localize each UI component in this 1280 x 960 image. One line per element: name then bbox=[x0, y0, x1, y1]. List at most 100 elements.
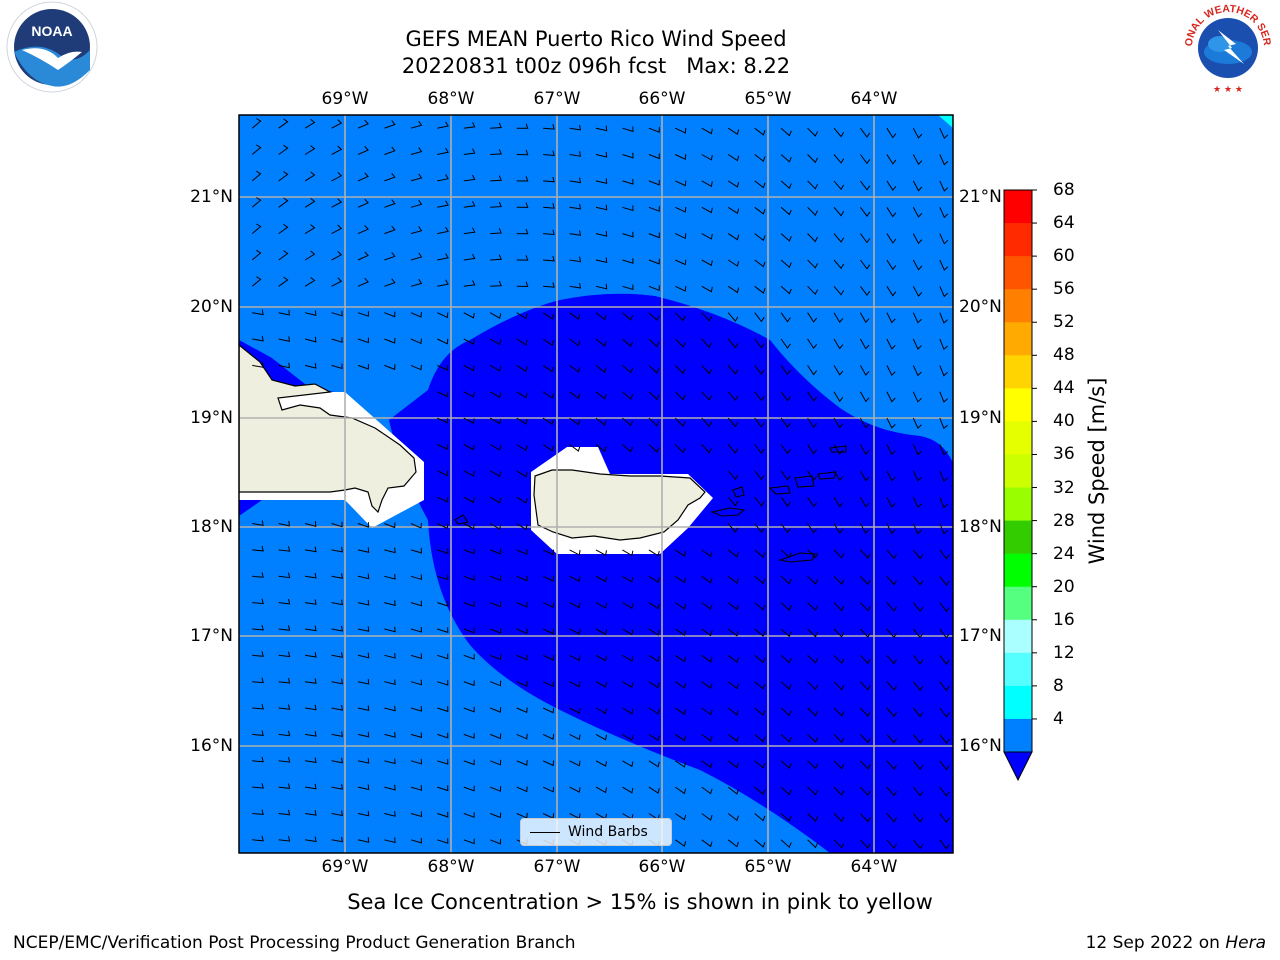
wind-barb bbox=[833, 127, 845, 138]
wind-barb bbox=[701, 786, 713, 795]
wind-barb bbox=[807, 365, 818, 376]
legend-line-icon bbox=[530, 831, 560, 833]
wind-barb bbox=[860, 549, 871, 559]
lat-tick-right-4: 18°N bbox=[959, 517, 1002, 537]
colorbar-swatch bbox=[1004, 322, 1032, 356]
wind-barb bbox=[886, 417, 896, 429]
wind-barb bbox=[516, 417, 528, 425]
wind-barb bbox=[437, 147, 449, 155]
wind-barb bbox=[490, 680, 502, 687]
wind-barb bbox=[860, 127, 871, 138]
wind-barb bbox=[675, 602, 687, 610]
wind-barb bbox=[384, 146, 396, 155]
wind-barb bbox=[912, 286, 923, 297]
colorbar-tick-label: 12 bbox=[1053, 642, 1075, 663]
wind-barb bbox=[437, 174, 449, 182]
wind-barb bbox=[939, 338, 949, 351]
wind-barb bbox=[569, 312, 581, 321]
wind-barb bbox=[463, 601, 475, 608]
wind-barb bbox=[489, 417, 502, 425]
wind-barb bbox=[939, 259, 949, 271]
wind-barb bbox=[860, 786, 871, 797]
wind-barb bbox=[357, 522, 369, 528]
wind-barb bbox=[542, 444, 554, 452]
wind-barb bbox=[886, 786, 898, 797]
wind-barb bbox=[278, 572, 291, 579]
wind-barb bbox=[780, 417, 791, 428]
lon-tick-bottom-3: 67°W bbox=[533, 857, 581, 877]
wind-barb bbox=[278, 118, 289, 129]
wind-barb bbox=[463, 627, 475, 634]
wind-barb bbox=[490, 254, 502, 261]
wind-barb bbox=[384, 600, 396, 606]
wind-barb bbox=[833, 523, 844, 534]
wind-barb bbox=[754, 285, 766, 294]
gridlines bbox=[239, 115, 953, 853]
wind-barb bbox=[331, 625, 344, 632]
wind-barb bbox=[622, 760, 634, 768]
wind-barb bbox=[648, 417, 660, 427]
wind-barb bbox=[252, 520, 264, 527]
wind-barb bbox=[939, 417, 949, 430]
lat-tick-left-1: 21°N bbox=[190, 187, 233, 207]
wind-barb bbox=[357, 225, 369, 235]
wind-barb bbox=[807, 654, 819, 664]
wind-barb bbox=[675, 681, 687, 689]
colorbar-tick-label: 56 bbox=[1053, 279, 1075, 300]
wind-barb bbox=[701, 391, 713, 401]
wind-barb bbox=[410, 785, 423, 791]
wind-barb bbox=[648, 285, 660, 292]
wind-barb bbox=[516, 444, 528, 452]
wind-barb bbox=[595, 681, 607, 688]
wind-barb bbox=[860, 681, 871, 691]
wind-barb bbox=[886, 549, 898, 560]
wind-barb bbox=[780, 259, 792, 269]
wind-barb bbox=[516, 364, 528, 373]
wind-barb bbox=[780, 734, 792, 743]
wind-barb bbox=[833, 206, 845, 217]
map-title-line1: GEFS MEAN Puerto Rico Wind Speed bbox=[405, 27, 787, 51]
wind-barb bbox=[807, 602, 819, 612]
colorbar-frame bbox=[1003, 189, 1033, 753]
island-stcroix bbox=[777, 552, 816, 563]
wind-barb bbox=[516, 202, 529, 208]
wind-barb bbox=[304, 145, 316, 155]
wind-barb bbox=[331, 757, 344, 764]
wind-barb bbox=[463, 496, 475, 504]
wind-barb bbox=[463, 391, 475, 398]
wind-barb bbox=[754, 233, 766, 242]
wind-barb bbox=[569, 707, 581, 714]
wind-barb bbox=[833, 602, 845, 612]
wind-barb bbox=[437, 444, 449, 450]
wind-barb bbox=[357, 784, 370, 791]
colorbar-tick-label: 32 bbox=[1053, 477, 1075, 498]
wind-barb bbox=[754, 628, 766, 637]
wind-barb bbox=[331, 705, 344, 711]
wind-barb bbox=[569, 338, 581, 347]
wind-barb bbox=[807, 312, 818, 323]
wind-barb bbox=[384, 758, 396, 765]
wind-barb bbox=[489, 338, 502, 346]
wind-barb bbox=[675, 760, 687, 768]
wind-barb bbox=[886, 286, 897, 297]
wind-barb bbox=[595, 391, 607, 400]
wind-barb bbox=[833, 786, 845, 796]
wind-barb bbox=[675, 628, 687, 637]
wind-barb bbox=[675, 575, 687, 584]
wind-barb bbox=[675, 259, 687, 266]
wind-barb bbox=[622, 179, 634, 185]
wind-barb bbox=[860, 628, 871, 638]
colorbar-swatch bbox=[1004, 355, 1032, 389]
wind-barb bbox=[516, 228, 529, 235]
wind-barb bbox=[833, 180, 845, 191]
wind-barb bbox=[278, 783, 291, 789]
colorbar-tick-label: 68 bbox=[1053, 180, 1075, 200]
wind-barb bbox=[569, 733, 581, 741]
wind-barb bbox=[939, 180, 949, 192]
wind-barb bbox=[727, 206, 740, 215]
wind-barbs bbox=[251, 118, 950, 850]
wind-barb bbox=[384, 364, 396, 371]
lat-tick-right-2: 20°N bbox=[959, 297, 1002, 317]
wind-barb bbox=[648, 602, 660, 610]
wind-barb bbox=[331, 145, 343, 155]
